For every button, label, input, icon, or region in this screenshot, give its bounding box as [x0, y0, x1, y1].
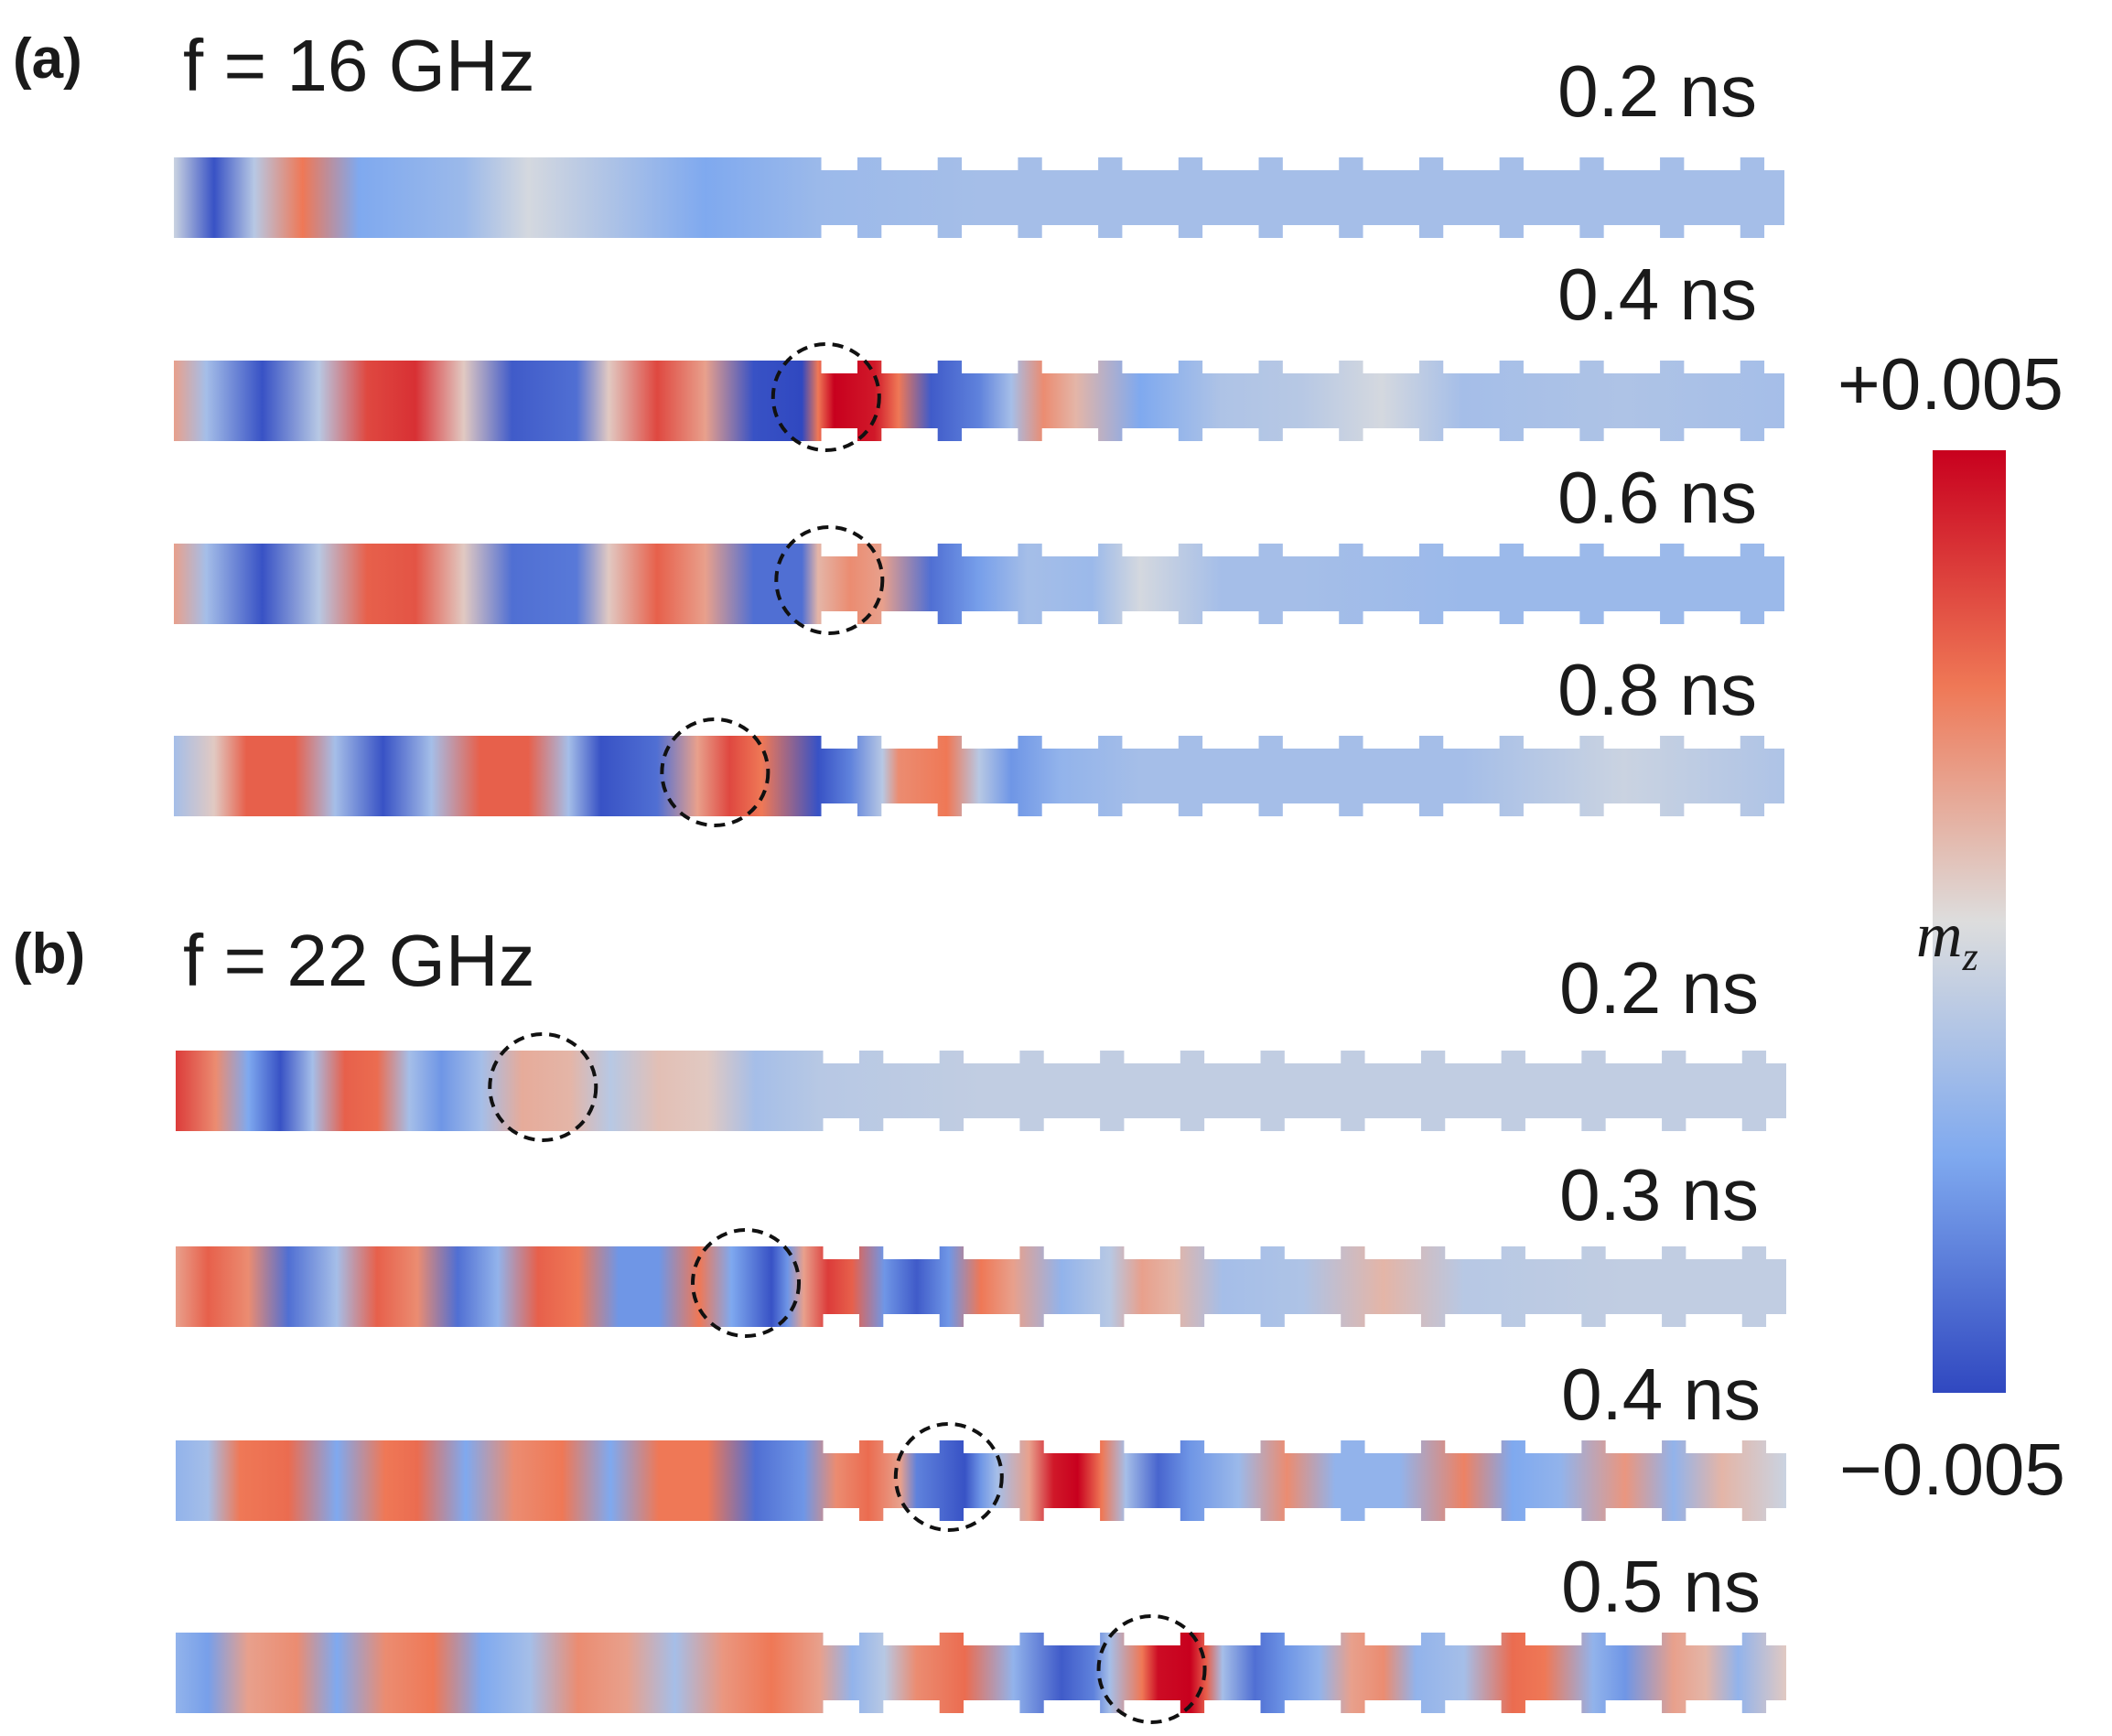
colorbar [1933, 450, 2006, 1393]
highlight-circle [1096, 1614, 1207, 1724]
panel-b-time-4: 0.5 ns [1561, 1546, 1761, 1627]
highlight-circle [893, 1422, 1004, 1532]
panel-b-time-2: 0.3 ns [1559, 1154, 1759, 1235]
panel-b-strip-2 [176, 1228, 1786, 1338]
highlight-circle [774, 525, 885, 635]
panel-b-strip-1 [176, 1032, 1786, 1142]
waveguide-shape [176, 1633, 1786, 1713]
waveguide-shape [174, 544, 1784, 624]
waveguide-shape [176, 1440, 1786, 1521]
panel-a-time-4: 0.8 ns [1557, 649, 1757, 730]
panel-a-time-1: 0.2 ns [1557, 50, 1757, 132]
highlight-circle [488, 1032, 598, 1142]
colorbar-min-label: −0.005 [1839, 1429, 2065, 1510]
waveguide-shape [174, 157, 1784, 238]
colorbar-variable: mz [1916, 900, 1978, 979]
panel-b-frequency: f = 22 GHz [183, 920, 535, 1001]
waveguide-shape [174, 361, 1784, 441]
waveguide-shape [176, 1051, 1786, 1131]
panel-b-label: (b) [13, 922, 86, 986]
colorbar-max-label: +0.005 [1837, 343, 2064, 425]
highlight-circle [660, 717, 770, 827]
panel-a-strip-2 [174, 342, 1784, 452]
colorbar-gradient [1933, 450, 2006, 1393]
panel-b-strip-4 [176, 1614, 1786, 1724]
panel-a-strip-1 [174, 157, 1784, 238]
panel-a-strip-4 [174, 717, 1784, 827]
panel-a-frequency: f = 16 GHz [183, 25, 535, 106]
highlight-circle [770, 342, 881, 452]
highlight-circle [691, 1228, 802, 1338]
panel-a-label: (a) [13, 27, 82, 91]
panel-a-strip-3 [174, 525, 1784, 635]
panel-a-time-2: 0.4 ns [1557, 253, 1757, 335]
panel-a-time-3: 0.6 ns [1557, 457, 1757, 538]
panel-b-time-1: 0.2 ns [1559, 947, 1759, 1029]
panel-b-time-3: 0.4 ns [1561, 1353, 1761, 1435]
waveguide-shape [174, 736, 1784, 816]
panel-b-strip-3 [176, 1422, 1786, 1532]
waveguide-shape [176, 1246, 1786, 1327]
